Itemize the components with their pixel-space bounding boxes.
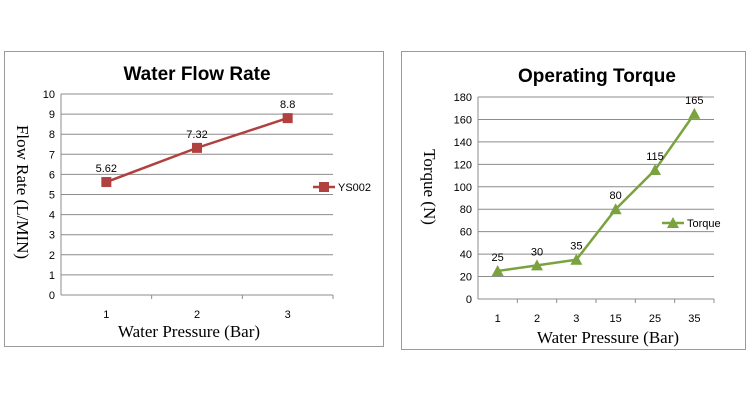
y-tick-label: 3 <box>49 230 55 242</box>
y-tick-label: 160 <box>454 114 472 126</box>
y-tick-label: 7 <box>49 149 55 161</box>
chart-title: Water Flow Rate <box>123 64 270 85</box>
y-tick-label: 8 <box>49 129 55 141</box>
data-label: 35 <box>570 241 582 253</box>
data-point <box>609 203 622 215</box>
torque-chart: Operating Torque020406080100120140160180… <box>420 66 721 347</box>
legend-marker <box>667 217 679 228</box>
x-tick-label: 2 <box>534 313 540 325</box>
x-axis-title: Water Pressure (Bar) <box>537 328 679 347</box>
x-tick-label: 35 <box>688 313 700 325</box>
data-point <box>688 107 701 119</box>
x-tick-label: 1 <box>495 313 501 325</box>
flow-rate-chart: Water Flow Rate 0 1 2 3 4 5 6 7 8 9 10 1 2 3 Water Pres… <box>13 64 371 341</box>
y-tick-label: 5 <box>49 190 55 202</box>
y-tick-label: 9 <box>49 109 55 121</box>
data-label: 80 <box>610 190 622 202</box>
x-tick-label: 3 <box>573 313 579 325</box>
y-tick-label: 0 <box>466 294 472 306</box>
y-tick-label: 100 <box>454 182 472 194</box>
data-label: 30 <box>531 246 543 258</box>
data-point <box>531 259 543 271</box>
y-tick-label: 2 <box>49 250 55 262</box>
x-tick-label: 25 <box>649 313 661 325</box>
y-tick-label: 80 <box>460 204 472 216</box>
x-tick-label: 15 <box>610 313 622 325</box>
y-axis-title: Flow Rate (L/MIN) <box>13 125 32 259</box>
legend-marker <box>319 182 329 192</box>
y-tick-label: 6 <box>49 169 55 181</box>
flow-rate-chart-panel: Water Flow Rate 0 1 2 3 4 5 6 7 8 9 10 1 2 3 Water Pres… <box>4 51 384 347</box>
y-tick-label: 40 <box>460 249 472 261</box>
y-tick-label: 120 <box>454 159 472 171</box>
y-tick-label: 180 <box>454 92 472 104</box>
series-line <box>497 113 696 273</box>
data-label: 25 <box>492 252 504 264</box>
data-label: 5.62 <box>96 163 117 175</box>
torque-chart-panel: Operating Torque 0 20 40 60 80 100 120 140 160 180… <box>401 51 746 350</box>
data-point <box>101 177 112 188</box>
y-tick-label: 4 <box>49 210 55 222</box>
legend-label: Torque <box>687 218 721 230</box>
x-tick-label: 1 <box>103 309 109 321</box>
data-point <box>491 264 504 276</box>
x-tick-label: 3 <box>285 309 291 321</box>
x-tick-label: 2 <box>194 309 200 321</box>
data-point <box>282 113 293 124</box>
y-tick-label: 1 <box>49 270 55 282</box>
y-tick-label: 140 <box>454 137 472 149</box>
data-point <box>570 253 583 265</box>
data-label: 8.8 <box>280 99 295 111</box>
data-label: 165 <box>685 95 703 107</box>
data-point <box>192 142 202 153</box>
y-tick-label: 0 <box>49 290 55 302</box>
y-tick-label: 20 <box>460 272 472 284</box>
y-axis-title: Torque (N) <box>420 149 439 225</box>
x-axis-title: Water Pressure (Bar) <box>118 322 260 341</box>
chart-title: Operating Torque <box>518 66 676 87</box>
legend-label: YS002 <box>338 182 371 194</box>
data-point <box>649 163 661 175</box>
y-tick-label: 10 <box>43 89 55 101</box>
data-label: 7.32 <box>186 129 207 141</box>
y-tick-label: 60 <box>460 227 472 239</box>
data-label: 115 <box>646 151 664 163</box>
